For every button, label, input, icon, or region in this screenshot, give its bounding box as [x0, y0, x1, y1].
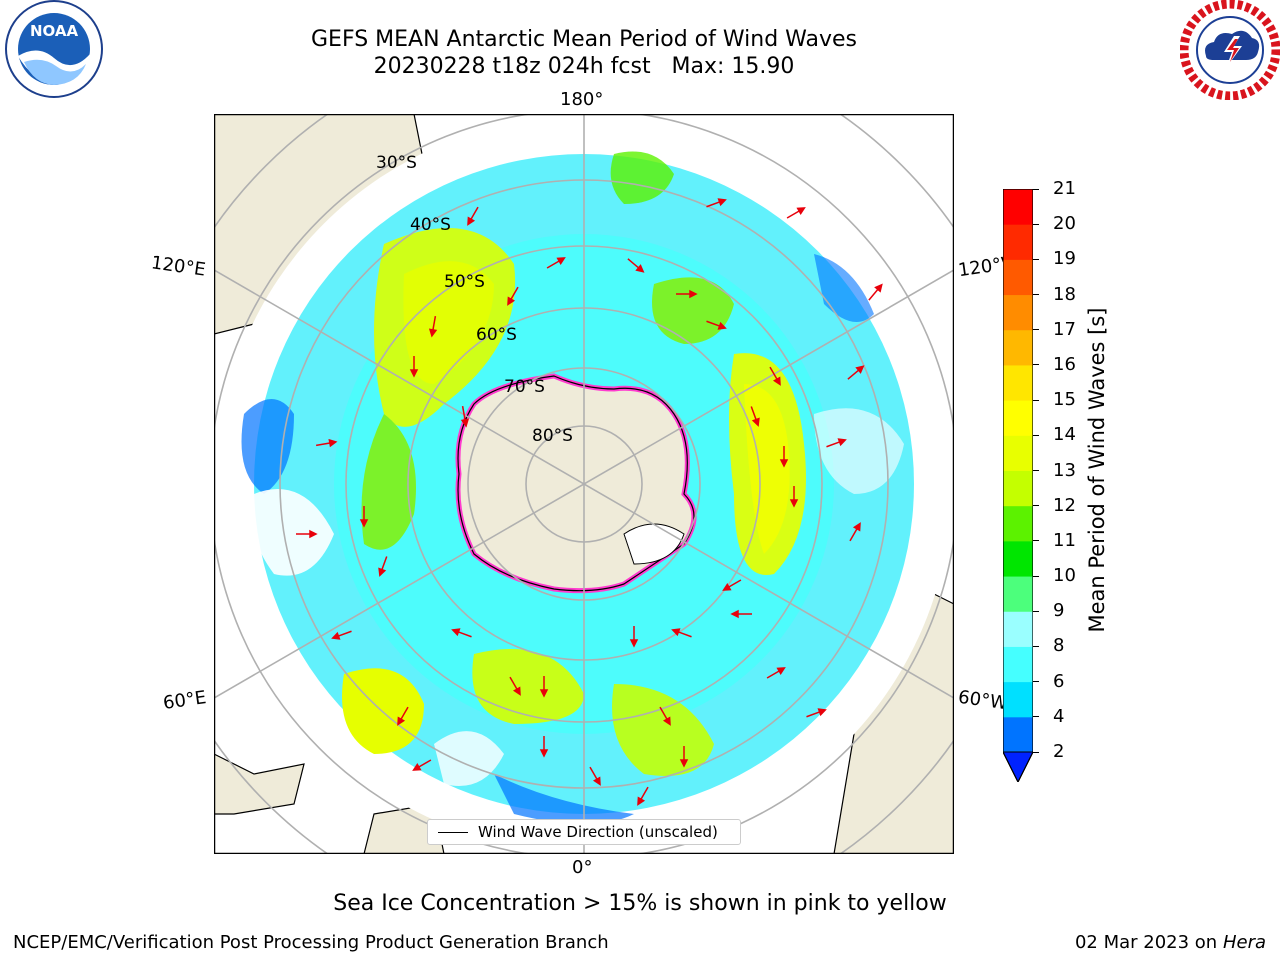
colorbar-tick-mark: [1033, 751, 1039, 753]
colorbar-label: Mean Period of Wind Waves [s]: [1085, 307, 1109, 633]
colorbar-tick-mark: [1033, 364, 1039, 366]
colorbar-segment: [1003, 364, 1033, 401]
polar-map: 30°S 40°S 50°S 60°S 70°S 80°S: [214, 114, 954, 854]
wind-arrows: [296, 198, 883, 806]
lat-label-50: 50°S: [444, 272, 485, 292]
colorbar: [1003, 189, 1033, 782]
colorbar-tick-mark: [1033, 434, 1039, 436]
colorbar-segment: [1003, 646, 1033, 683]
colorbar-segment: [1003, 189, 1033, 225]
colorbar-tick-label: 11: [1053, 529, 1076, 551]
noaa-logo: NOAA: [2, 0, 106, 100]
colorbar-tick-label: 6: [1053, 670, 1065, 692]
nws-logo: [1179, 0, 1280, 101]
colorbar-segment: [1003, 576, 1033, 612]
colorbar-tick-label: 19: [1053, 248, 1076, 270]
colorbar-tick-label: 12: [1053, 494, 1076, 516]
colorbar-segment: [1003, 435, 1033, 471]
colorbar-tick-label: 18: [1053, 283, 1076, 305]
colorbar-tick-mark: [1033, 575, 1039, 577]
lat-label-60: 60°S: [476, 325, 517, 345]
footer-date-text: 02 Mar 2023 on: [1074, 932, 1218, 953]
footer-date: 02 Mar 2023 on Hera: [1075, 932, 1266, 953]
colorbar-tick-mark: [1033, 540, 1039, 542]
colorbar-tick-label: 16: [1053, 353, 1076, 375]
colorbar-segment: [1003, 505, 1033, 542]
colorbar-segment: [1003, 716, 1033, 753]
colorbar-tick-mark: [1033, 505, 1039, 507]
sea-ice-note: Sea Ice Concentration > 15% is shown in …: [333, 891, 947, 916]
footer-branch: NCEP/EMC/Verification Post Processing Pr…: [13, 932, 609, 953]
colorbar-segment: [1003, 540, 1033, 577]
lat-label-30: 30°S: [376, 153, 417, 173]
chart-title: GEFS MEAN Antarctic Mean Period of Wind …: [311, 27, 857, 52]
lat-label-80: 80°S: [532, 426, 573, 446]
noaa-logo-text: NOAA: [30, 22, 79, 40]
colorbar-tick-label: 17: [1053, 318, 1076, 340]
colorbar-tick-label: 8: [1053, 635, 1065, 657]
lon-label-120e: 120°E: [149, 252, 207, 281]
colorbar-tick-label: 4: [1053, 705, 1065, 727]
colorbar-segment: [1003, 611, 1033, 647]
colorbar-tick-mark: [1033, 258, 1039, 260]
colorbar-tick-mark: [1033, 716, 1039, 718]
colorbar-tick-mark: [1033, 610, 1039, 612]
lat-label-70: 70°S: [504, 377, 545, 397]
colorbar-tick-label: 15: [1053, 389, 1076, 411]
colorbar-tick-mark: [1033, 294, 1039, 296]
colorbar-outline: [1003, 189, 1033, 782]
colorbar-tick-label: 14: [1053, 424, 1076, 446]
legend-line: [438, 832, 468, 833]
colorbar-segment: [1003, 470, 1033, 507]
colorbar-tick-mark: [1033, 681, 1039, 683]
legend-label: Wind Wave Direction (unscaled): [478, 823, 718, 841]
graticule: [214, 114, 954, 854]
colorbar-tick-mark: [1033, 470, 1039, 471]
colorbar-tick-mark: [1033, 188, 1039, 190]
colorbar-segment: [1003, 259, 1033, 296]
colorbar-tick-label: 2: [1053, 741, 1065, 762]
colorbar-tick-label: 20: [1053, 213, 1076, 235]
colorbar-tick-mark: [1033, 223, 1039, 225]
lon-label-60e: 60°E: [161, 687, 208, 714]
colorbar-segment: [1003, 294, 1033, 331]
colorbar-tick-label: 13: [1053, 459, 1076, 481]
colorbar-segment: [1003, 400, 1033, 436]
lon-label-180: 180°: [560, 89, 604, 110]
latitude-labels: 30°S 40°S 50°S 60°S 70°S 80°S: [376, 153, 573, 446]
colorbar-tick-mark: [1033, 399, 1039, 401]
colorbar-under-arrow: [1003, 751, 1033, 782]
colorbar-tick-label: 21: [1053, 178, 1076, 199]
colorbar-segment: [1003, 224, 1033, 260]
colorbar-segment: [1003, 681, 1033, 718]
colorbar-tick-label: 10: [1053, 565, 1076, 587]
lon-label-0: 0°: [572, 857, 593, 878]
footer-host: Hera: [1222, 932, 1266, 953]
map-legend: Wind Wave Direction (unscaled): [427, 819, 741, 845]
lat-label-40: 40°S: [410, 215, 451, 235]
lon-label-60w: 60°W: [956, 686, 1009, 715]
chart-subtitle: 20230228 t18z 024h fcst Max: 15.90: [373, 54, 795, 79]
colorbar-segment: [1003, 329, 1033, 366]
colorbar-tick-mark: [1033, 329, 1039, 331]
colorbar-tick-label: 9: [1053, 600, 1065, 622]
colorbar-tick-mark: [1033, 645, 1039, 647]
antarctica: [455, 373, 697, 594]
